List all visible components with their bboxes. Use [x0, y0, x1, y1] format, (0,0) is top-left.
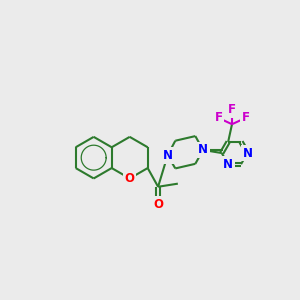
Text: F: F [228, 103, 236, 116]
Text: N: N [163, 149, 172, 162]
Text: N: N [198, 143, 208, 157]
Text: N: N [223, 158, 233, 171]
Text: O: O [153, 198, 163, 211]
Text: N: N [242, 146, 253, 160]
Text: F: F [242, 112, 250, 124]
Text: O: O [125, 172, 135, 185]
Text: F: F [214, 112, 223, 124]
